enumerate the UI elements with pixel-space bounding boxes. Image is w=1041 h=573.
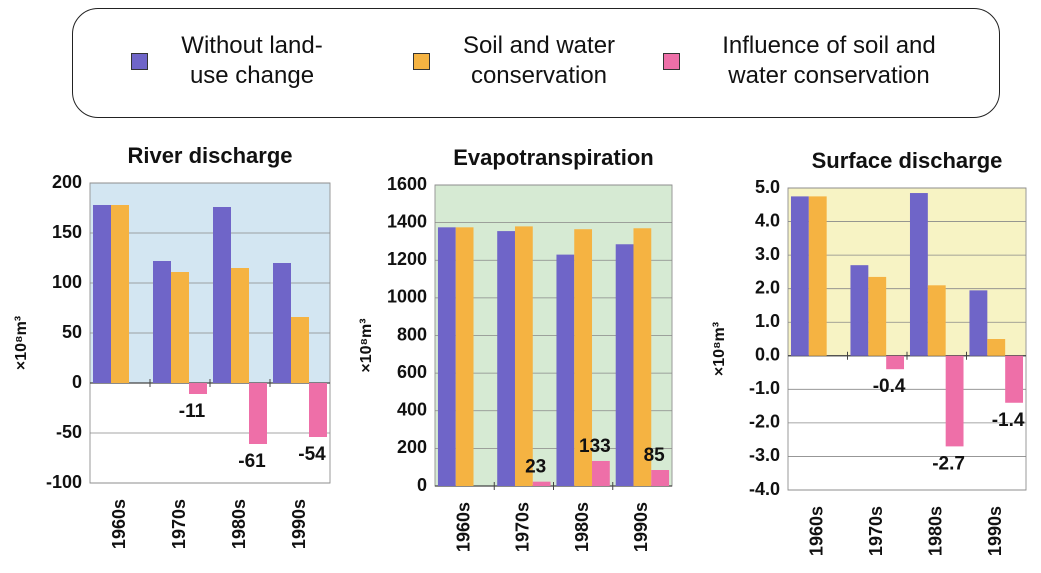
bar — [556, 254, 575, 486]
bar — [497, 231, 515, 486]
bar — [189, 383, 207, 394]
x-tick-label: 1980s — [229, 499, 249, 549]
x-tick-label: 1970s — [513, 502, 533, 552]
legend-label: Influence of soil and water conservation — [722, 32, 936, 89]
data-label: -61 — [238, 451, 266, 472]
bar — [987, 339, 1006, 356]
y-tick-label: 100 — [52, 272, 82, 292]
bar — [850, 265, 869, 356]
y-tick-label: -4.0 — [749, 479, 780, 499]
bar — [273, 263, 291, 383]
bar — [437, 227, 456, 486]
chart-title: River discharge — [127, 143, 292, 168]
bar — [790, 196, 809, 356]
y-tick-label: 0.0 — [755, 345, 780, 365]
bar — [111, 205, 129, 383]
data-label: -0.4 — [873, 376, 906, 397]
bar — [945, 355, 964, 447]
bar — [615, 244, 634, 486]
y-tick-label: -2.0 — [749, 412, 780, 432]
legend-item: Soil and water conservation — [413, 31, 634, 91]
y-tick-label: 1600 — [387, 174, 427, 194]
bar — [309, 383, 327, 437]
x-tick-label: 1990s — [631, 502, 651, 552]
data-label: -2.7 — [932, 453, 965, 474]
y-tick-label: 1000 — [387, 287, 427, 307]
bar — [927, 285, 946, 356]
chart-title: Evapotranspiration — [453, 145, 653, 170]
y-axis-label: ×10⁸m³ — [358, 318, 375, 372]
legend-item: Influence of soil and water conservation — [663, 31, 964, 91]
x-tick-label: 1960s — [109, 499, 129, 549]
y-tick-label: 1.0 — [755, 311, 780, 331]
y-tick-label: 1200 — [387, 249, 427, 269]
y-tick-label: 400 — [397, 400, 427, 420]
y-tick-label: 1400 — [387, 211, 427, 231]
y-tick-label: 200 — [397, 437, 427, 457]
bar — [532, 481, 551, 486]
bar — [231, 268, 249, 383]
y-tick-label: 3.0 — [755, 244, 780, 264]
bar — [651, 470, 670, 486]
bar — [868, 276, 887, 356]
bar — [886, 355, 905, 370]
bar — [171, 272, 189, 383]
x-tick-label: 1960s — [807, 506, 827, 556]
y-tick-label: -1.0 — [749, 378, 780, 398]
y-tick-label: 800 — [397, 324, 427, 344]
y-axis-label: ×10⁸m³ — [711, 322, 728, 376]
bar — [213, 207, 231, 383]
x-tick-label: 1980s — [926, 506, 946, 556]
y-tick-label: -50 — [56, 422, 82, 442]
bar — [291, 317, 309, 383]
legend-item: Without land-use change — [131, 31, 342, 91]
y-tick-label: -100 — [46, 472, 82, 492]
y-tick-label: 0 — [72, 372, 82, 392]
y-tick-label: 600 — [397, 362, 427, 382]
legend-swatch — [131, 52, 148, 70]
y-axis-label: ×10⁸m³ — [13, 316, 30, 370]
data-label: 133 — [579, 436, 611, 457]
x-tick-label: 1960s — [453, 502, 473, 552]
legend-label: Without land-use change — [181, 32, 323, 89]
x-tick-label: 1990s — [985, 506, 1005, 556]
y-tick-label: 50 — [62, 322, 82, 342]
y-tick-label: 5.0 — [755, 177, 780, 197]
bar — [514, 226, 533, 486]
data-label: -1.4 — [992, 410, 1025, 431]
x-tick-label: 1970s — [866, 506, 886, 556]
data-label: 85 — [644, 445, 666, 466]
y-tick-label: 200 — [52, 172, 82, 192]
bar — [249, 383, 267, 444]
data-label: -54 — [298, 444, 326, 465]
bar — [93, 205, 111, 383]
legend: Without land-use change Soil and water c… — [72, 8, 1000, 118]
y-tick-label: 0 — [417, 475, 427, 495]
chart-title: Surface discharge — [812, 148, 1003, 173]
x-tick-label: 1970s — [169, 499, 189, 549]
x-tick-label: 1990s — [289, 499, 309, 549]
bar — [574, 229, 593, 486]
bar — [592, 460, 610, 486]
legend-label: Soil and water conservation — [462, 32, 616, 89]
y-tick-label: 150 — [52, 222, 82, 242]
bar — [808, 196, 827, 356]
legend-swatch — [413, 52, 430, 70]
bar — [909, 193, 928, 356]
x-tick-label: 1980s — [572, 502, 592, 552]
data-label: -11 — [179, 401, 206, 422]
y-tick-label: -3.0 — [749, 445, 780, 465]
legend-swatch — [663, 52, 680, 70]
bar — [969, 290, 988, 356]
data-label: 23 — [525, 457, 546, 478]
bar — [1005, 355, 1024, 403]
y-tick-label: 4.0 — [755, 210, 780, 230]
y-tick-label: 2.0 — [755, 277, 780, 297]
bar — [633, 228, 652, 487]
bar — [153, 261, 171, 383]
bar — [455, 227, 474, 486]
